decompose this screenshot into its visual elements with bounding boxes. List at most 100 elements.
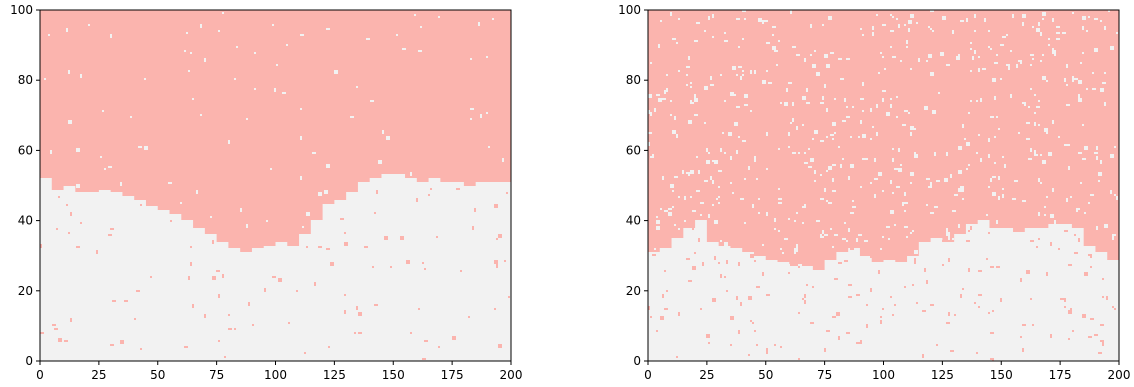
speckle-cell bbox=[1056, 38, 1060, 40]
speckle-cell bbox=[988, 154, 990, 158]
speckle-cell bbox=[890, 30, 894, 32]
speckle-cell bbox=[846, 332, 850, 334]
speckle-cell bbox=[110, 228, 114, 230]
speckle-cell bbox=[1038, 124, 1040, 126]
speckle-cell bbox=[898, 148, 900, 152]
speckle-cell bbox=[1028, 158, 1032, 160]
speckle-cell bbox=[1040, 60, 1042, 62]
speckle-cell bbox=[812, 138, 814, 140]
speckle-cell bbox=[326, 164, 330, 168]
speckle-cell bbox=[1036, 246, 1038, 248]
speckle-cell bbox=[1064, 78, 1066, 82]
speckle-cell bbox=[880, 320, 882, 324]
speckle-cell bbox=[798, 264, 800, 266]
speckle-cell bbox=[324, 190, 328, 194]
speckle-cell bbox=[1022, 14, 1026, 18]
speckle-cell bbox=[748, 166, 750, 170]
speckle-cell bbox=[806, 284, 808, 286]
speckle-cell bbox=[302, 226, 304, 228]
speckle-cell bbox=[894, 168, 898, 170]
speckle-cell bbox=[1026, 138, 1030, 140]
speckle-cell bbox=[370, 100, 374, 102]
speckle-cell bbox=[788, 146, 790, 148]
speckle-cell bbox=[934, 152, 936, 156]
speckle-cell bbox=[1096, 226, 1098, 230]
speckle-cell bbox=[844, 98, 846, 102]
speckle-cell bbox=[698, 170, 700, 174]
speckle-cell bbox=[966, 240, 970, 242]
speckle-cell bbox=[496, 264, 498, 268]
speckle-cell bbox=[264, 288, 266, 292]
speckle-cell bbox=[1040, 182, 1042, 184]
speckle-cell bbox=[892, 148, 894, 150]
speckle-cell bbox=[860, 186, 862, 188]
speckle-cell bbox=[776, 64, 778, 66]
speckle-cell bbox=[724, 100, 726, 102]
speckle-cell bbox=[834, 278, 838, 280]
speckle-cell bbox=[934, 206, 938, 208]
speckle-cell bbox=[962, 288, 964, 290]
speckle-cell bbox=[750, 320, 752, 322]
speckle-cell bbox=[718, 202, 720, 204]
y-tick-label: 0 bbox=[25, 354, 33, 368]
speckle-cell bbox=[784, 238, 788, 240]
speckle-cell bbox=[1020, 336, 1022, 338]
speckle-cell bbox=[134, 318, 136, 320]
speckle-cell bbox=[1040, 32, 1042, 36]
speckle-cell bbox=[1110, 190, 1112, 194]
speckle-cell bbox=[1072, 76, 1074, 80]
speckle-cell bbox=[96, 250, 98, 254]
speckle-cell bbox=[56, 228, 58, 230]
speckle-cell bbox=[724, 242, 728, 246]
speckle-cell bbox=[826, 330, 830, 332]
speckle-cell bbox=[1006, 64, 1010, 66]
speckle-cell bbox=[820, 174, 822, 176]
speckle-cell bbox=[656, 226, 660, 230]
speckle-cell bbox=[1044, 214, 1046, 216]
y-tick-label: 100 bbox=[10, 3, 33, 17]
speckle-cell bbox=[246, 118, 248, 120]
speckle-cell bbox=[844, 222, 846, 224]
speckle-cell bbox=[968, 164, 970, 166]
y-tick-label: 60 bbox=[626, 143, 641, 157]
speckle-cell bbox=[936, 344, 938, 346]
speckle-cell bbox=[1022, 102, 1026, 104]
speckle-cell bbox=[330, 262, 334, 266]
speckle-cell bbox=[996, 62, 998, 64]
speckle-cell bbox=[668, 212, 672, 216]
speckle-cell bbox=[938, 92, 940, 94]
speckle-cell bbox=[904, 192, 906, 196]
speckle-cell bbox=[904, 24, 906, 26]
speckle-cell bbox=[656, 94, 660, 96]
speckle-cell bbox=[728, 132, 732, 136]
speckle-cell bbox=[1100, 88, 1104, 92]
speckle-cell bbox=[180, 202, 182, 204]
speckle-cell bbox=[1066, 84, 1068, 86]
speckle-cell bbox=[504, 260, 506, 262]
speckle-cell bbox=[970, 226, 972, 230]
speckle-cell bbox=[664, 270, 666, 272]
speckle-cell bbox=[690, 82, 692, 84]
speckle-cell bbox=[692, 210, 696, 212]
speckle-cell bbox=[990, 116, 994, 118]
speckle-cell bbox=[856, 238, 858, 242]
speckle-cell bbox=[358, 312, 362, 316]
speckle-cell bbox=[424, 268, 426, 270]
speckle-cell bbox=[910, 14, 914, 18]
speckle-cell bbox=[710, 76, 712, 80]
speckle-cell bbox=[288, 322, 290, 324]
speckle-cell bbox=[678, 312, 680, 316]
speckle-cell bbox=[876, 132, 878, 136]
speckle-cell bbox=[676, 356, 678, 358]
speckle-cell bbox=[1104, 102, 1106, 106]
speckle-cell bbox=[718, 170, 722, 172]
speckle-cell bbox=[1034, 122, 1036, 126]
speckle-cell bbox=[692, 228, 694, 230]
speckle-cell bbox=[856, 342, 860, 344]
speckle-cell bbox=[952, 30, 954, 34]
speckle-cell bbox=[796, 244, 798, 248]
speckle-cell bbox=[848, 228, 850, 232]
speckle-cell bbox=[344, 242, 348, 246]
speckle-cell bbox=[1026, 122, 1030, 124]
speckle-cell bbox=[744, 104, 748, 106]
